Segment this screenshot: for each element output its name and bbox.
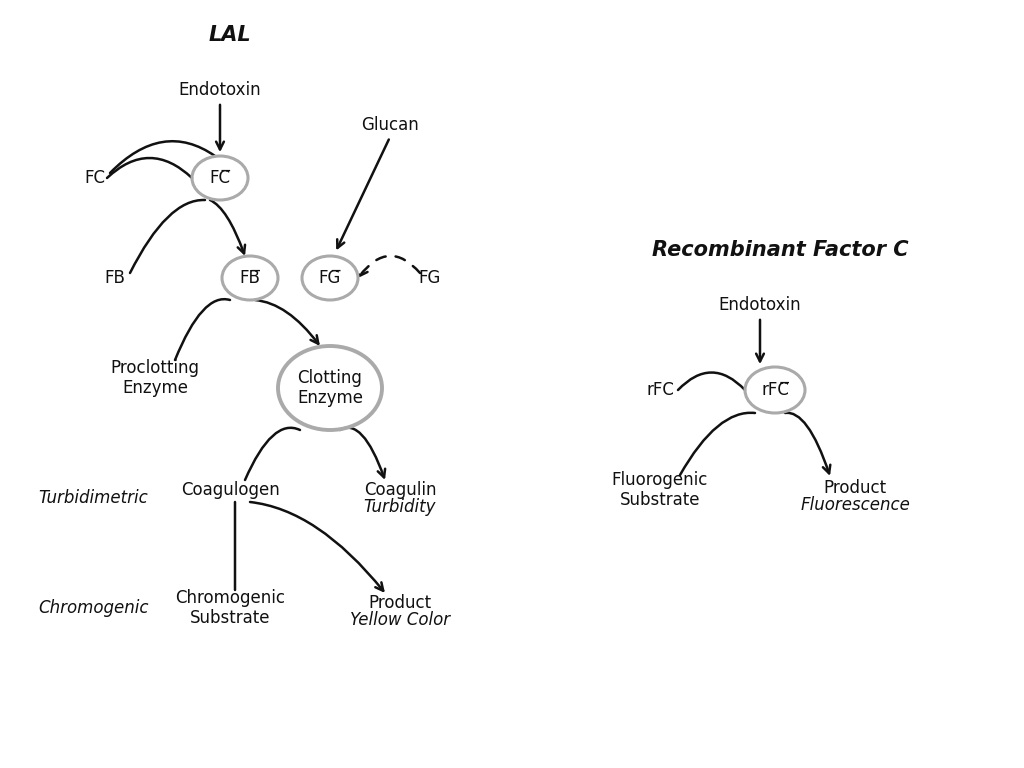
Text: Chromogenic
Substrate: Chromogenic Substrate	[175, 588, 285, 627]
FancyArrowPatch shape	[175, 300, 230, 360]
Text: Fluorescence: Fluorescence	[800, 496, 910, 514]
Text: Turbidimetric: Turbidimetric	[38, 489, 147, 507]
FancyArrowPatch shape	[340, 428, 385, 478]
FancyArrowPatch shape	[255, 300, 318, 344]
Text: Fluorogenic
Substrate: Fluorogenic Substrate	[611, 471, 709, 509]
FancyArrowPatch shape	[130, 200, 205, 273]
FancyArrowPatch shape	[250, 502, 383, 591]
Text: Endotoxin: Endotoxin	[178, 81, 261, 99]
FancyArrowPatch shape	[245, 428, 300, 480]
Text: FB: FB	[104, 269, 125, 287]
Text: Endotoxin: Endotoxin	[719, 296, 802, 314]
FancyArrowPatch shape	[210, 200, 245, 253]
Text: rFC̅: rFC̅	[761, 381, 788, 399]
Text: FG̅: FG̅	[318, 269, 341, 287]
Text: Coagulogen: Coagulogen	[180, 481, 280, 499]
Text: rFC: rFC	[646, 381, 674, 399]
Text: Glucan: Glucan	[361, 116, 419, 134]
Text: FC̅: FC̅	[210, 169, 230, 187]
Text: Clotting
Enzyme: Clotting Enzyme	[297, 369, 362, 407]
Text: Chromogenic: Chromogenic	[38, 599, 148, 617]
Text: Recombinant Factor C: Recombinant Factor C	[651, 240, 908, 260]
FancyArrowPatch shape	[785, 413, 830, 473]
Text: LAL: LAL	[209, 25, 251, 45]
FancyArrowPatch shape	[106, 158, 193, 178]
Text: FC: FC	[85, 169, 105, 187]
Text: Proclotting
Enzyme: Proclotting Enzyme	[111, 359, 200, 397]
Text: Yellow Color: Yellow Color	[350, 611, 451, 629]
FancyArrowPatch shape	[359, 256, 420, 276]
Text: FG: FG	[419, 269, 441, 287]
Text: Product: Product	[369, 594, 431, 612]
Text: FB̅: FB̅	[240, 269, 260, 287]
Text: Coagulin: Coagulin	[364, 481, 436, 499]
Text: Product: Product	[823, 479, 887, 497]
FancyArrowPatch shape	[110, 141, 215, 173]
Text: Turbidity: Turbidity	[364, 498, 436, 516]
FancyArrowPatch shape	[680, 412, 755, 475]
FancyArrowPatch shape	[678, 372, 745, 390]
